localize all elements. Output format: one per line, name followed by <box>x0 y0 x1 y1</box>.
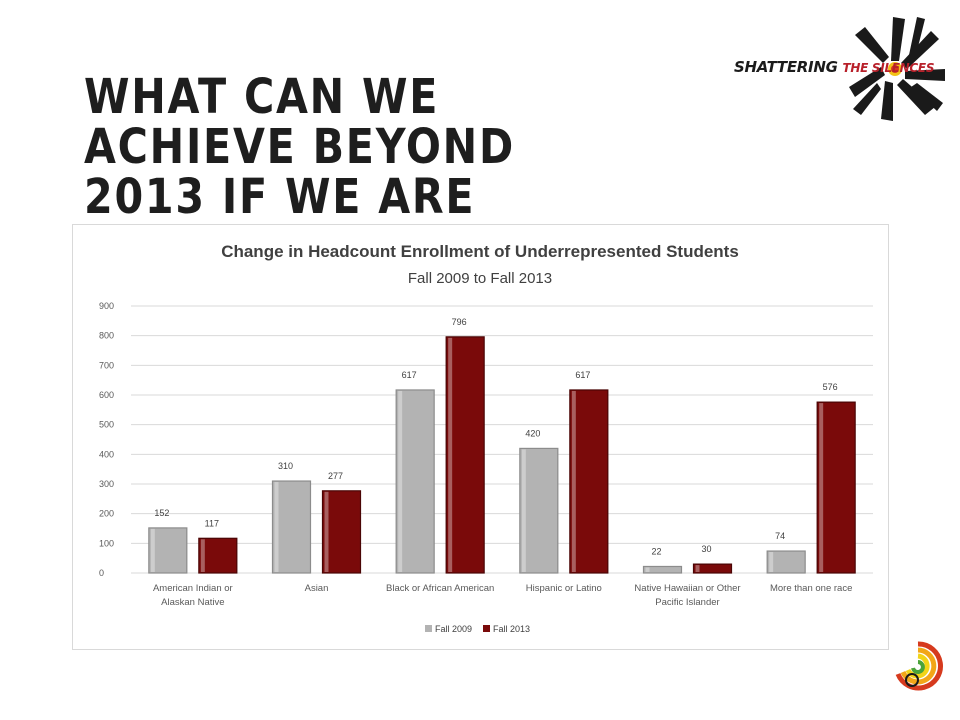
y-tick-label: 700 <box>99 360 114 370</box>
x-axis-categories: American Indian or Alaskan Native Asian Bla… <box>153 583 852 608</box>
bar-highlight <box>645 567 650 572</box>
legend-swatch <box>425 625 432 632</box>
logo-text-main: SHATTERING <box>734 58 838 76</box>
category-label: Pacific Islander <box>655 597 719 608</box>
category-label: Native Hawaiian or Other <box>634 583 740 594</box>
legend-label: Fall 2013 <box>493 624 530 634</box>
bar-fall-2009 <box>766 550 806 574</box>
shattering-the-silences-logo: SHATTERING THE SILENCES <box>730 14 945 124</box>
legend: Fall 2009 Fall 2013 <box>425 624 530 634</box>
y-tick-label: 500 <box>99 420 114 430</box>
bar-highlight <box>398 390 403 572</box>
bar-fall-2013 <box>569 389 609 574</box>
legend-label: Fall 2009 <box>435 624 472 634</box>
y-tick-label: 100 <box>99 538 114 548</box>
data-label: 22 <box>651 546 661 556</box>
bar-fall-2009 <box>642 565 683 574</box>
chart-frame: Change in Headcount Enrollment of Underr… <box>72 224 889 650</box>
bar-chart: Change in Headcount Enrollment of Underr… <box>99 242 873 634</box>
category-label: Black or African American <box>386 583 494 594</box>
chart-title: Change in Headcount Enrollment of Underr… <box>221 242 739 261</box>
category-label: American Indian or <box>153 583 233 594</box>
rainbow-swirl-icon <box>895 641 943 691</box>
bar-fall-2013 <box>816 401 856 574</box>
slide-title-line-1: WHAT CAN WE ACHIEVE BEYOND <box>84 69 515 175</box>
bar-highlight <box>150 528 155 572</box>
bar-highlight <box>571 390 576 572</box>
bar-fall-2013 <box>198 537 238 574</box>
category-label: Asian <box>305 583 329 594</box>
bars <box>148 336 856 574</box>
category-label: Alaskan Native <box>161 597 224 608</box>
y-tick-label: 800 <box>99 331 114 341</box>
category-label: Hispanic or Latino <box>526 583 602 594</box>
legend-swatch <box>483 625 490 632</box>
bar-highlight <box>521 449 526 572</box>
logo-text: SHATTERING THE SILENCES <box>734 58 934 76</box>
y-tick-label: 600 <box>99 390 114 400</box>
bar-highlight <box>274 482 279 572</box>
data-label: 617 <box>575 370 590 380</box>
bar-highlight <box>200 539 205 572</box>
data-label: 152 <box>154 508 169 518</box>
bar-fall-2013 <box>692 563 733 574</box>
bar-highlight <box>324 491 329 572</box>
bar-highlight <box>695 565 700 572</box>
bar-fall-2009 <box>519 447 559 574</box>
bar-fall-2013 <box>445 336 485 574</box>
data-label: 310 <box>278 461 293 471</box>
grid-lines <box>131 305 873 574</box>
data-label: 117 <box>205 518 219 528</box>
y-tick-label: 900 <box>99 301 114 311</box>
data-label: 617 <box>402 370 417 380</box>
y-tick-label: 200 <box>99 509 114 519</box>
y-tick-label: 400 <box>99 449 114 459</box>
data-label: 277 <box>328 471 343 481</box>
data-labels: 152 117 310 277 617 796 420 617 22 30 74 576 <box>154 317 837 557</box>
bar-highlight <box>448 337 453 572</box>
y-axis-ticks: 0 100 200 300 400 500 600 700 800 900 <box>99 301 114 578</box>
y-tick-label: 300 <box>99 479 114 489</box>
data-label: 576 <box>823 382 838 392</box>
chart-subtitle: Fall 2009 to Fall 2013 <box>408 270 552 287</box>
data-label: 796 <box>452 317 467 327</box>
bar-fall-2013 <box>321 490 362 574</box>
data-label: 420 <box>525 428 540 438</box>
y-tick-label: 0 <box>99 568 104 578</box>
data-label: 74 <box>775 531 785 541</box>
bar-highlight <box>769 552 774 572</box>
sunburst-logo-icon <box>849 17 945 121</box>
bar-fall-2009 <box>271 480 312 574</box>
bar-highlight <box>819 403 824 572</box>
category-label: More than one race <box>770 583 852 594</box>
bar-fall-2009 <box>148 527 188 574</box>
logo-text-accent: THE SILENCES <box>842 61 935 75</box>
bar-fall-2009 <box>395 389 435 574</box>
data-label: 30 <box>701 544 711 554</box>
